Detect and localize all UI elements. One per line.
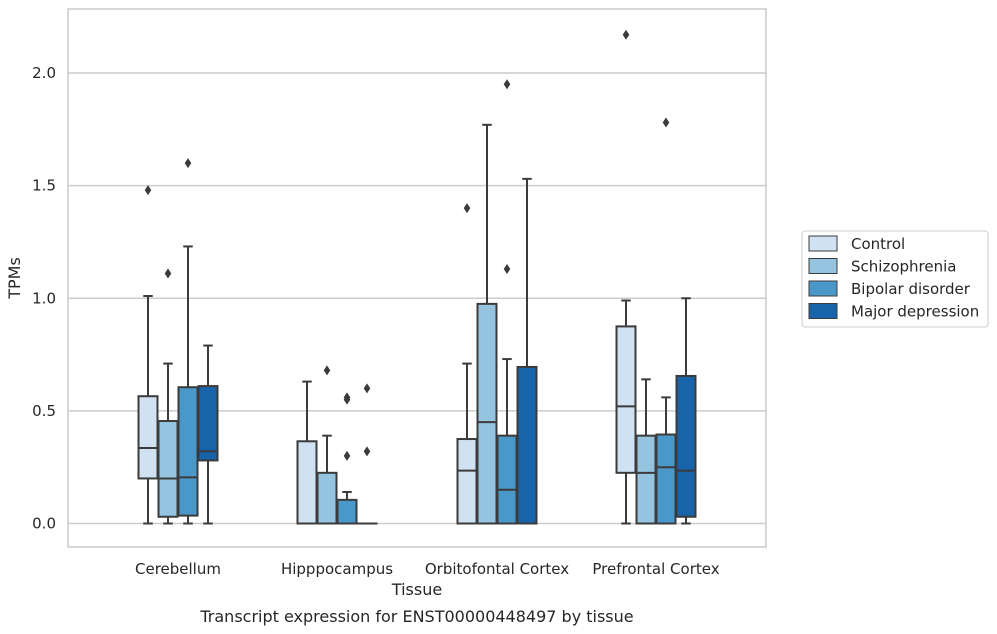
box-body — [296, 440, 318, 525]
outlier-point — [343, 392, 351, 403]
x-tick-label: Hipppocampus — [281, 560, 393, 578]
box-body — [655, 433, 677, 525]
box-schizophrenia — [316, 365, 338, 525]
box-body — [635, 434, 657, 525]
box-bipolar-disorder — [496, 79, 518, 525]
box-body — [516, 365, 538, 525]
y-axis-label: TPMs — [5, 257, 24, 300]
x-axis-label: Tissue — [391, 580, 442, 599]
outlier-point — [363, 446, 371, 457]
box-body — [496, 434, 518, 525]
legend-swatch — [808, 235, 838, 252]
box-body — [675, 374, 697, 518]
y-tick-labels: 0.0 0.5 1.0 1.5 2.0 — [32, 64, 56, 533]
legend: Control Schizophrenia Bipolar disorder Majo… — [801, 230, 989, 328]
outlier-point — [622, 29, 630, 40]
outlier-point — [164, 268, 172, 279]
legend-swatch — [808, 303, 838, 319]
x-tick-label: Prefrontal Cortex — [592, 560, 719, 578]
box-major-depression — [675, 297, 697, 525]
box-groups — [137, 29, 697, 525]
box-schizophrenia — [476, 123, 498, 525]
y-tick-label: 2.0 — [32, 64, 56, 82]
y-tick-label: 0.0 — [32, 515, 56, 533]
legend-swatch — [808, 280, 838, 297]
plot-frame — [67, 8, 767, 548]
box-bipolar-disorder — [177, 158, 199, 525]
outlier-point — [503, 263, 511, 274]
x-tick-label: Cerebellum — [135, 560, 221, 578]
y-tick-label: 1.5 — [32, 177, 56, 195]
legend-frame — [801, 230, 989, 328]
outlier-point — [662, 117, 670, 128]
x-tick-labels: Cerebellum Hipppocampus Orbitofontal Corte… — [135, 560, 720, 578]
box-control — [456, 203, 478, 525]
legend-swatch — [808, 258, 838, 274]
x-tick-label: Orbitofontal Cortex — [425, 560, 569, 578]
legend-label: Bipolar disorder — [851, 280, 971, 298]
outlier-point — [463, 203, 471, 214]
outlier-point — [503, 79, 511, 90]
box-body — [177, 386, 199, 517]
box-body — [476, 302, 498, 525]
box-bipolar-disorder — [655, 117, 677, 525]
legend-label: Schizophrenia — [851, 258, 956, 276]
outlier-point — [184, 158, 192, 169]
box-bipolar-disorder — [336, 392, 358, 525]
box-control — [137, 185, 159, 525]
outlier-point — [323, 365, 331, 376]
box-body — [456, 438, 478, 525]
y-tick-label: 0.5 — [32, 402, 56, 420]
box-major-depression — [197, 344, 219, 525]
figure-caption: Transcript expression for ENST0000044849… — [199, 607, 633, 626]
outlier-point — [144, 185, 152, 196]
box-body — [316, 471, 338, 525]
box-major-depression — [516, 177, 538, 525]
box-body — [197, 385, 219, 462]
box-body — [157, 420, 179, 518]
legend-label: Major depression — [851, 303, 979, 321]
y-tick-label: 1.0 — [32, 289, 56, 307]
legend-label: Control — [851, 235, 905, 253]
box-body — [615, 325, 637, 474]
box-body — [336, 498, 358, 525]
box-major-depression — [356, 383, 378, 525]
outlier-point — [343, 450, 351, 461]
outlier-point — [363, 383, 371, 394]
box-control — [615, 29, 637, 525]
box-body — [137, 395, 159, 480]
